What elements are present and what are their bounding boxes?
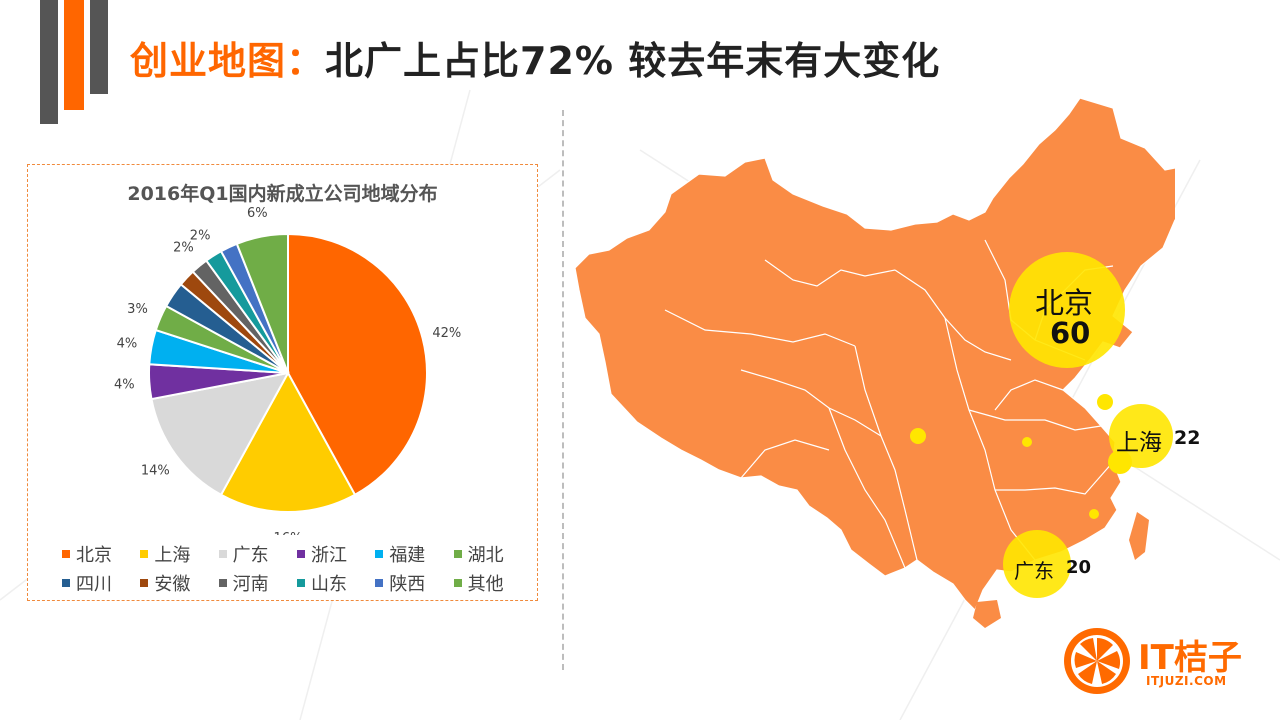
pie-data-label: 42%	[432, 326, 461, 341]
beijing-value: 60	[1050, 316, 1091, 350]
guangdong-bubble	[1003, 530, 1071, 598]
guangdong-value: 20	[1066, 557, 1092, 578]
legend-swatch	[296, 549, 305, 558]
pie-data-label: 4%	[117, 336, 138, 351]
legend-swatch	[453, 549, 462, 558]
pie-data-label: 4%	[114, 377, 135, 392]
legend-item: 福建	[375, 541, 453, 567]
legend-label: 湖北	[467, 544, 504, 566]
pie-data-label: 3%	[127, 302, 148, 317]
pie-slice-1	[219, 370, 357, 513]
legend-label: 浙江	[310, 544, 347, 566]
legend-swatch	[62, 578, 70, 587]
legend-item: 上海	[140, 541, 218, 567]
minor-bubble	[1022, 437, 1032, 447]
hainan-shape	[973, 600, 1001, 628]
legend-label: 河南	[232, 573, 269, 595]
legend-item: 四川	[62, 570, 140, 596]
legend-swatch	[218, 549, 227, 558]
legend-row: 四川 安徽 河南 山东 陕西 其他	[62, 568, 532, 597]
pie-slice-0	[287, 232, 428, 497]
beijing-bubble	[1009, 252, 1125, 368]
legend-item: 北京	[62, 541, 140, 567]
pie-slice-2	[150, 371, 290, 497]
legend-label: 上海	[154, 544, 191, 566]
legend-swatch	[62, 549, 70, 558]
legend-item: 湖北	[453, 541, 532, 567]
pie-chart-panel: 2016年Q1国内新成立公司地域分布 42% 16% 14% 4% 4% 3% 2%2% 6%…	[27, 164, 538, 601]
divider	[562, 110, 564, 670]
legend-swatch	[218, 578, 227, 587]
legend-label: 其他	[467, 573, 504, 595]
legend-label: 福建	[389, 544, 426, 566]
itjuzi-logo: IT桔子 ITJUZI.COM	[1062, 626, 1272, 696]
legend-item: 浙江	[296, 541, 375, 567]
legend-item: 陕西	[375, 570, 453, 596]
legend-swatch	[140, 549, 149, 558]
shanghai-label: 上海	[1116, 430, 1162, 456]
pie-data-label: 2%	[190, 229, 211, 244]
pie-data-label: 16%	[274, 531, 303, 535]
title-main: 北广上占比72% 较去年末有大变化	[325, 39, 941, 83]
legend-item: 安徽	[140, 570, 218, 596]
chart-title: 2016年Q1国内新成立公司地域分布	[127, 183, 438, 205]
logo-url: ITJUZI.COM	[1146, 674, 1227, 688]
legend-label: 四川	[76, 573, 112, 595]
legend-swatch	[140, 578, 149, 587]
legend-label: 山东	[310, 573, 347, 595]
pie-slice-11	[235, 232, 289, 374]
minor-bubble	[1097, 394, 1113, 410]
orange-slice-icon	[1064, 628, 1130, 694]
beijing-label: 北京	[1035, 286, 1094, 320]
page-title: 创业地图：北广上占比72% 较去年末有大变化	[130, 30, 940, 85]
pie-chart: 42% 16% 14% 4% 4% 3% 2%2% 6%	[114, 206, 461, 535]
title-accent: 创业地图：	[130, 39, 326, 83]
pie-data-label: 2%	[173, 241, 194, 256]
pie-data-label: 14%	[141, 463, 170, 478]
legend-label: 北京	[76, 544, 112, 566]
logo-name: IT桔子	[1138, 638, 1242, 678]
minor-bubble	[1108, 450, 1132, 474]
legend-swatch	[453, 578, 462, 587]
guangdong-label: 广东	[1014, 559, 1054, 583]
legend-label: 广东	[232, 544, 269, 566]
shanghai-value: 22	[1174, 427, 1201, 449]
china-map	[574, 97, 1175, 628]
legend-label: 安徽	[154, 573, 191, 595]
legend-swatch	[375, 578, 384, 587]
decor-bar-orange	[64, 0, 84, 110]
legend-label: 陕西	[389, 573, 426, 595]
decor-bar-gray-right	[90, 0, 108, 94]
legend-row: 北京 上海 广东 浙江 福建 湖北	[62, 539, 532, 568]
legend-item: 山东	[296, 570, 375, 596]
minor-bubble	[1089, 509, 1099, 519]
legend-item: 河南	[218, 570, 297, 596]
minor-bubble	[910, 428, 926, 444]
legend-item: 其他	[453, 570, 532, 596]
legend-swatch	[375, 549, 384, 558]
taiwan-shape	[1129, 512, 1149, 560]
legend-item: 广东	[218, 541, 297, 567]
decor-bar-gray-left	[40, 0, 58, 124]
chart-legend: 北京 上海 广东 浙江 福建 湖北四川 安徽 河南 山东 陕西 其他	[62, 539, 532, 597]
legend-swatch	[296, 578, 305, 587]
pie-data-label: 6%	[247, 206, 268, 221]
